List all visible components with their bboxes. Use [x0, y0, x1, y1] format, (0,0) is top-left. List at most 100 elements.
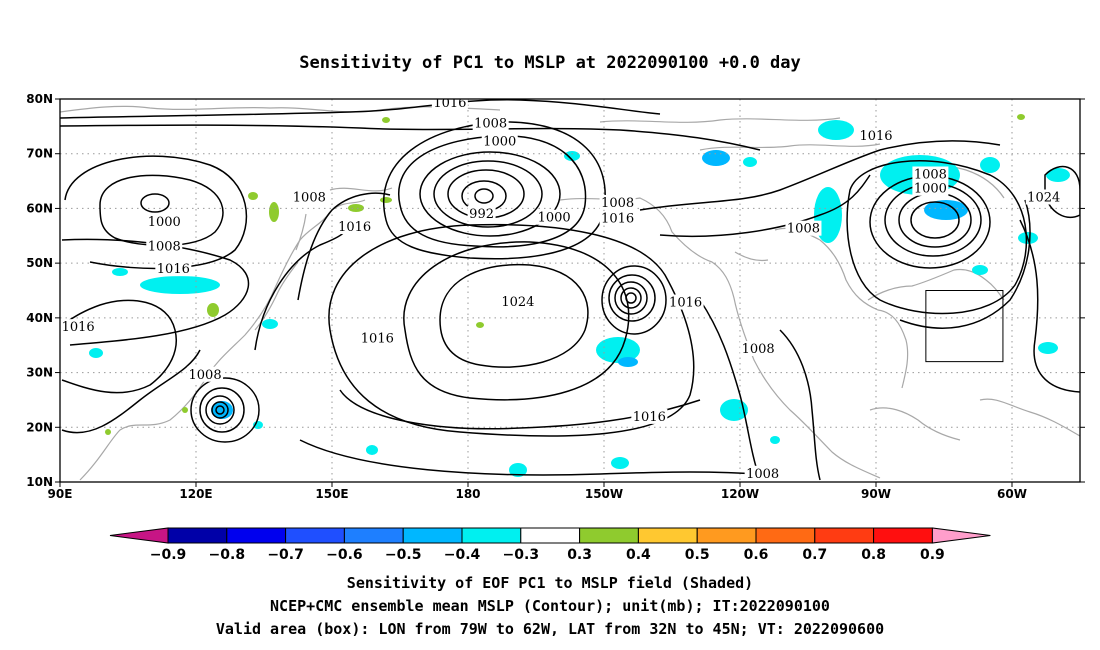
colorbar-swatch [579, 527, 639, 544]
colorbar-swatch [755, 527, 816, 544]
lat-tick-label: 20N [26, 420, 53, 434]
contour-label-bg [785, 220, 822, 236]
valid-area-box [925, 290, 1004, 363]
contour-label: 1016 [669, 296, 702, 311]
contour-label: 1008 [914, 168, 947, 183]
lon-tick-label: 60W [997, 487, 1027, 501]
colorbar-swatch [461, 527, 522, 544]
lat-tick-label: 50N [26, 256, 53, 270]
colorbar-label: −0.7 [267, 547, 304, 563]
colorbar-label: −0.9 [150, 547, 187, 563]
contour-label: 1008 [189, 368, 222, 383]
contour-label-bg [536, 209, 573, 225]
contour-label-bg [667, 294, 704, 310]
coastlines [60, 105, 1080, 481]
colorbar-swatch [814, 527, 875, 544]
contour-label: 1008 [474, 117, 507, 132]
contour-label-bg [359, 330, 396, 346]
contour-label: 1008 [746, 467, 779, 482]
colorbar-swatch [167, 527, 228, 544]
contour-label: 1008 [148, 240, 181, 255]
contour-label: 1016 [361, 332, 394, 347]
contour-label: 1016 [633, 410, 666, 425]
colorbar: −0.9 −0.8 −0.7 −0.6 −0.5 −0.4 −0.3 0.3 0.4 0.5 0.6… [109, 527, 991, 563]
contour-label-bg [912, 180, 949, 196]
contour-label: 1008 [601, 196, 634, 211]
contour-label: 1016 [433, 96, 466, 111]
lat-tick-label: 40N [26, 311, 53, 325]
contour-label-bg [472, 115, 509, 131]
colorbar-swatch [402, 527, 463, 544]
footer-line-2: NCEP+CMC ensemble mean MSLP (Contour); u… [270, 597, 830, 615]
contour-label-bg [481, 133, 518, 149]
contour-label: 1000 [538, 211, 571, 226]
contour-label: 1024 [1027, 190, 1060, 205]
lat-tick-label: 60N [26, 201, 53, 215]
footer-line-3: Valid area (box): LON from 79W to 62W, L… [216, 620, 884, 638]
contour-label-bg [740, 341, 777, 357]
contour-label: 1016 [62, 320, 95, 335]
colorbar-label: −0.6 [326, 547, 363, 563]
colorbar-swatch [873, 527, 933, 544]
latitude-axis: 80N 70N 60N 50N 40N 30N 20N 10N [26, 92, 1085, 489]
colorbar-label: 0.5 [685, 547, 710, 563]
lon-tick-label: 120E [179, 487, 212, 501]
contour-label-bg [467, 205, 496, 221]
colorbar-low-triangle [109, 527, 169, 544]
contour-label: 1008 [787, 222, 820, 237]
map-frame [59, 98, 1081, 483]
contour-label-bg [912, 166, 949, 182]
colorbar-swatch [285, 527, 345, 544]
colorbar-swatch [226, 527, 287, 544]
contour-label: 1000 [483, 135, 516, 150]
contour-label: 1016 [157, 262, 190, 277]
lon-tick-label: 120W [721, 487, 759, 501]
footer-line-1: Sensitivity of EOF PC1 to MSLP field (Sh… [347, 574, 753, 592]
lat-tick-label: 70N [26, 147, 53, 161]
figure-title: Sensitivity of PC1 to MSLP at 2022090100… [299, 53, 801, 73]
colorbar-high-triangle [931, 527, 991, 544]
contour-label-bg [599, 210, 636, 226]
colorbar-label: −0.8 [209, 547, 246, 563]
contour-label-bg [155, 261, 192, 277]
colorbar-swatch [520, 527, 581, 544]
colorbar-swatch [696, 527, 757, 544]
colorbar-label: −0.5 [385, 547, 422, 563]
colorbar-label: −0.4 [444, 547, 481, 563]
lon-tick-label: 180 [455, 487, 480, 501]
contour-label: 992 [469, 207, 494, 222]
colorbar-label: 0.4 [626, 547, 651, 563]
colorbar-label: −0.3 [503, 547, 540, 563]
contour-label: 1016 [601, 211, 634, 226]
contour-label: 1024 [501, 295, 534, 310]
mslp-contours [60, 99, 1080, 481]
lat-tick-label: 30N [26, 366, 53, 380]
contour-label-bg [146, 214, 183, 230]
gridlines [60, 99, 1080, 482]
contour-label-bg [336, 219, 373, 235]
contour-label: 1000 [148, 215, 181, 230]
contour-label-bg [60, 319, 97, 335]
colorbar-label: 0.8 [861, 547, 886, 563]
lon-tick-label: 150E [315, 487, 348, 501]
lon-tick-label: 90W [861, 487, 891, 501]
contour-label: 1008 [293, 190, 326, 205]
contour-label: 1016 [859, 129, 892, 144]
contour-label-bg [1025, 189, 1062, 205]
contour-label-bg [631, 408, 668, 424]
longitude-axis: 90E 120E 150E 180 150W 120W 90W 60W [48, 482, 1027, 501]
colorbar-swatch [637, 527, 698, 544]
contour-label: 1016 [338, 220, 371, 235]
colorbar-label: 0.9 [920, 547, 945, 563]
lat-tick-label: 80N [26, 92, 53, 106]
lat-tick-label: 10N [26, 475, 53, 489]
contour-label-bg [187, 366, 224, 382]
contour-label-bg [744, 465, 781, 481]
lon-tick-label: 150W [585, 487, 623, 501]
contour-label-bg [431, 99, 468, 110]
contour-label-bg [499, 293, 536, 309]
contour-label-bg [599, 194, 636, 210]
